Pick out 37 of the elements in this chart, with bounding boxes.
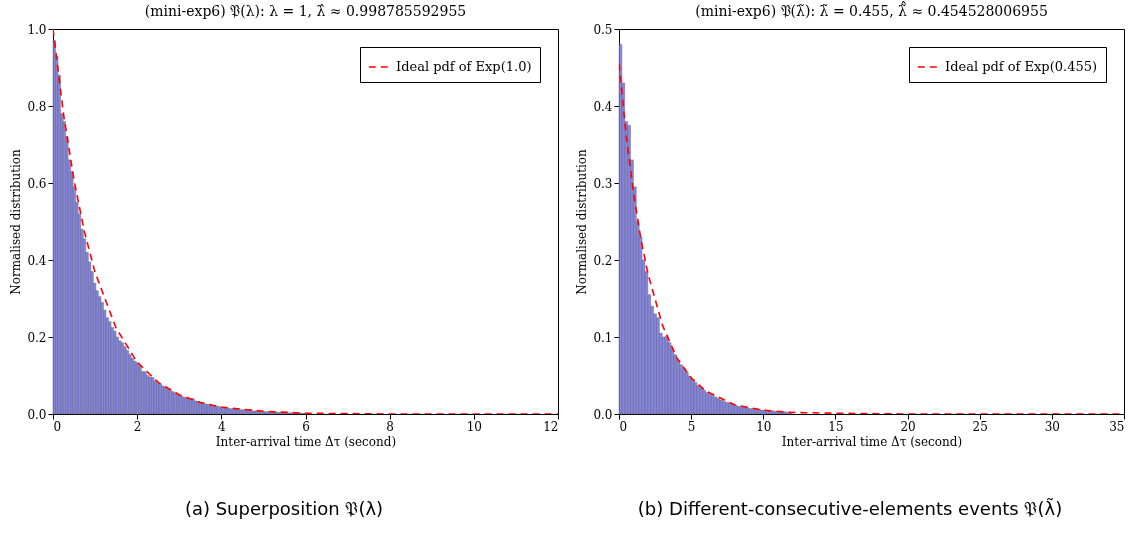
x-tick-label: 5 bbox=[687, 419, 696, 434]
x-tick-label: 2 bbox=[133, 419, 142, 434]
x-tick-label: 10 bbox=[466, 419, 482, 434]
x-axis-title: Inter-arrival time Δτ (second) bbox=[215, 434, 397, 449]
y-tick-label: 0.4 bbox=[27, 253, 47, 268]
y-tick-label: 0.0 bbox=[593, 407, 613, 422]
x-tick-label: 0 bbox=[619, 419, 628, 434]
y-tick-label: 0.6 bbox=[27, 176, 47, 191]
chart-title: (mini-exp6) 𝔓(λ): λ = 1, λ̂ ≈ 0.998785592955 bbox=[144, 3, 467, 19]
y-tick-label: 1.0 bbox=[27, 22, 47, 37]
x-tick-label: 12 bbox=[543, 419, 559, 434]
y-tick-label: 0.4 bbox=[593, 99, 613, 114]
text: (b) Different-consecutive-elements events 𝔓(λ̃) bbox=[636, 498, 1064, 520]
x-tick-label: 6 bbox=[302, 419, 310, 434]
x-tick-label: 25 bbox=[972, 419, 988, 434]
chart-title: (mini-exp6) 𝔓(λ̃): λ̃ = 0.455, λ̃̂ ≈ 0.454528006955 bbox=[695, 1, 1048, 19]
legend-label: Ideal pdf of Exp(1.0) bbox=[396, 59, 532, 74]
y-axis-title: Normalised distribution bbox=[575, 148, 590, 295]
y-axis-title: Normalised distribution bbox=[9, 148, 24, 295]
text: (a) Superposition 𝔓(λ) bbox=[183, 498, 385, 520]
y-tick-label: 0.1 bbox=[593, 330, 613, 345]
x-tick-label: 0 bbox=[53, 419, 62, 434]
legend-label: Ideal pdf of Exp(0.455) bbox=[945, 59, 1098, 74]
y-tick-label: 0.5 bbox=[593, 22, 613, 37]
x-tick-label: 4 bbox=[218, 419, 227, 434]
x-axis-title: Inter-arrival time Δτ (second) bbox=[781, 434, 963, 449]
y-tick-label: 0.3 bbox=[593, 176, 613, 191]
x-tick-label: 15 bbox=[828, 419, 844, 434]
x-tick-label: 30 bbox=[1044, 419, 1060, 434]
y-tick-label: 0.2 bbox=[27, 330, 47, 345]
y-tick-label: 0.2 bbox=[593, 253, 613, 268]
y-tick-label: 0.8 bbox=[27, 99, 47, 114]
x-tick-label: 10 bbox=[756, 419, 772, 434]
y-tick-label: 0.0 bbox=[27, 407, 47, 422]
x-tick-label: 35 bbox=[1109, 419, 1125, 434]
x-tick-label: 8 bbox=[386, 419, 394, 434]
x-tick-label: 20 bbox=[900, 419, 916, 434]
